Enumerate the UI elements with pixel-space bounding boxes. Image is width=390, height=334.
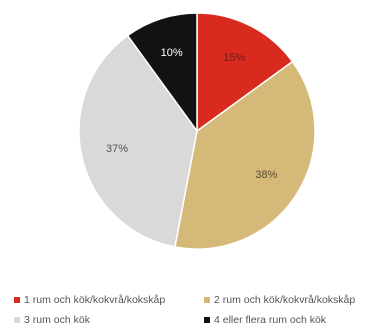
legend-item-3-rum: 3 rum och kök [14, 314, 204, 326]
slice-4-rum [126, 12, 198, 134]
legend-label: 3 rum och kök [24, 314, 90, 326]
slice-1-rum [196, 12, 294, 133]
slice-labels: 15% 38% 37% 10% [106, 47, 277, 181]
slice-label: 10% [161, 47, 183, 59]
slice-label: 38% [255, 169, 277, 181]
chart-legend: 1 rum och kök/kokvrå/kokskåp 2 rum och k… [14, 290, 390, 330]
legend-swatch-red [14, 297, 20, 303]
slice-2-rum [174, 60, 316, 250]
legend-row-1: 1 rum och kök/kokvrå/kokskåp 2 rum och k… [14, 290, 390, 310]
legend-swatch-tan [204, 297, 210, 303]
legend-label: 2 rum och kök/kokvrå/kokskåp [214, 294, 356, 306]
legend-item-4-rum: 4 eller flera rum och kök [204, 314, 326, 326]
pie-slices [78, 12, 316, 250]
legend-swatch-black [204, 317, 210, 323]
slice-3-rum [78, 34, 198, 248]
legend-item-1-rum: 1 rum och kök/kokvrå/kokskåp [14, 294, 204, 306]
legend-swatch-gray [14, 317, 20, 323]
slice-label: 15% [223, 52, 245, 64]
legend-label: 1 rum och kök/kokvrå/kokskåp [24, 294, 166, 306]
slice-label: 37% [106, 143, 128, 155]
legend-item-2-rum: 2 rum och kök/kokvrå/kokskåp [204, 294, 355, 306]
legend-row-2: 3 rum och kök 4 eller flera rum och kök [14, 310, 390, 330]
legend-label: 4 eller flera rum och kök [214, 314, 327, 326]
